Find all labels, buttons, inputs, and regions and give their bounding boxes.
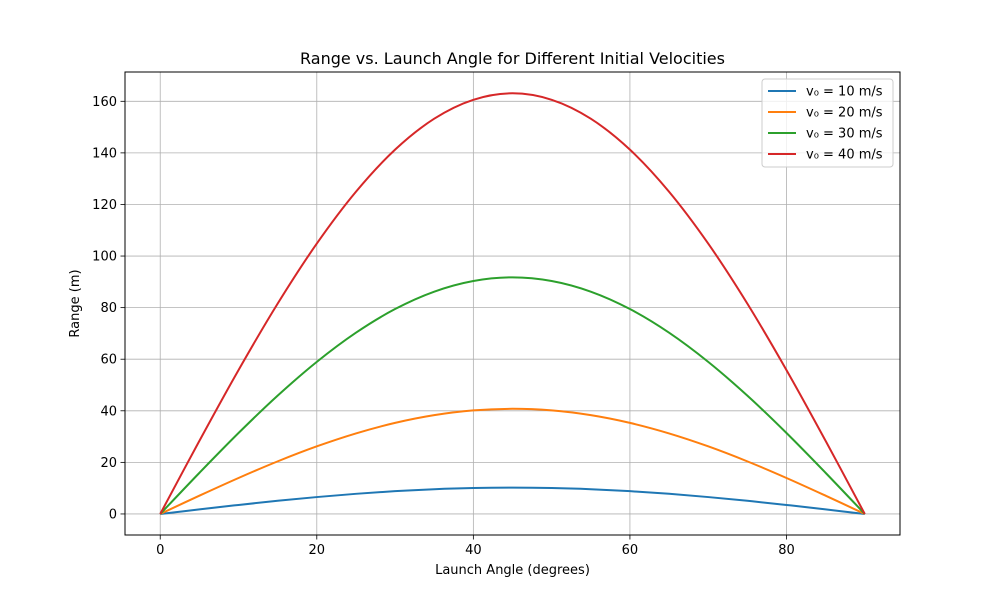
y-tick-label: 120: [92, 198, 117, 213]
x-tick-label: 80: [778, 543, 795, 558]
legend-box: [761, 78, 894, 168]
legend-label-4: v₀ = 40 m/s: [806, 148, 883, 163]
y-tick-label: 20: [100, 456, 117, 471]
grid: [125, 72, 900, 535]
chart-title: Range vs. Launch Angle for Different Ini…: [300, 49, 725, 68]
y-tick-label: 60: [100, 353, 117, 368]
series-line-2: [159, 407, 866, 515]
x-tick-label: 60: [622, 543, 639, 558]
plot-frame: [124, 71, 901, 536]
y-tick-label: 100: [92, 250, 117, 265]
y-axis-label: Range (m): [68, 269, 83, 337]
legend: v₀ = 10 m/s v₀ = 20 m/s v₀ = 30 m/s v₀ = 40…: [761, 78, 894, 168]
legend-label-2: v₀ = 20 m/s: [806, 106, 883, 121]
legend-items: v₀ = 10 m/s v₀ = 20 m/s v₀ = 30 m/s v₀ = 40…: [768, 85, 883, 163]
legend-label-3: v₀ = 30 m/s: [806, 127, 883, 142]
x-tick-label: 20: [309, 543, 326, 558]
y-tick-label: 0: [109, 507, 117, 522]
y-tick-label: 40: [100, 404, 117, 419]
x-axis-ticks: 0 20 40 60 80: [156, 535, 795, 558]
x-tick-label: 40: [465, 543, 482, 558]
y-tick-label: 80: [100, 301, 117, 316]
legend-label-1: v₀ = 10 m/s: [806, 85, 883, 100]
series-line-3: [159, 276, 866, 515]
y-tick-label: 140: [92, 146, 117, 161]
series-lines: [159, 92, 866, 515]
x-tick-label: 0: [156, 543, 164, 558]
x-axis-label: Launch Angle (degrees): [435, 563, 590, 578]
y-tick-label: 160: [92, 95, 117, 110]
series-line-4: [159, 92, 866, 515]
series-line-1: [160, 486, 865, 515]
y-axis-ticks: 0 20 40 60 80 100 120 140 160: [92, 95, 125, 522]
